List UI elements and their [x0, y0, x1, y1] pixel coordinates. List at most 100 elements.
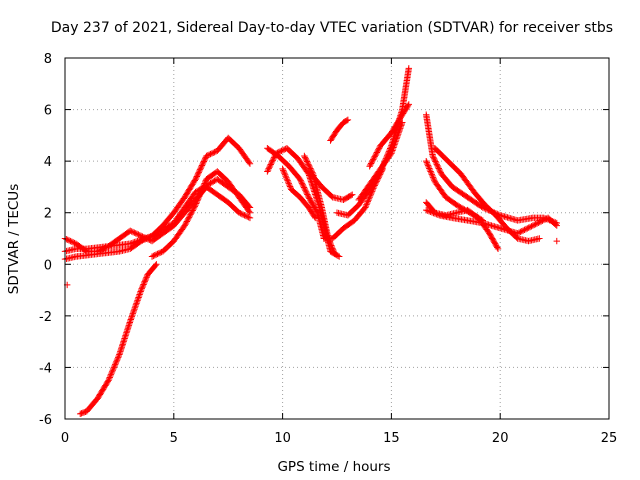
data-point — [203, 182, 210, 189]
data-point — [201, 183, 209, 190]
data-point — [105, 377, 112, 384]
data-point — [434, 163, 442, 171]
data-point — [539, 217, 546, 224]
data-point — [69, 239, 77, 246]
data-point — [435, 165, 442, 172]
data-point — [107, 372, 114, 380]
data-point — [405, 101, 413, 108]
data-point — [135, 237, 143, 244]
x-tick-label: 20 — [492, 431, 509, 446]
series-track-s — [431, 145, 543, 245]
series-track-i — [301, 152, 339, 258]
data-point — [391, 139, 399, 147]
data-point — [522, 225, 530, 233]
data-point — [298, 180, 306, 187]
data-point — [394, 132, 401, 139]
data-point — [129, 239, 137, 246]
data-point — [136, 289, 144, 297]
data-point — [344, 116, 352, 124]
data-point — [199, 160, 206, 168]
data-point — [143, 274, 150, 281]
data-point — [432, 159, 440, 167]
data-point — [393, 135, 400, 142]
series-track-b — [61, 183, 254, 255]
data-point — [113, 357, 121, 364]
data-point — [279, 165, 286, 173]
data-point — [394, 131, 402, 138]
data-point — [274, 149, 281, 156]
data-point — [366, 163, 373, 170]
data-point — [135, 231, 142, 238]
data-point — [434, 162, 441, 169]
data-point — [424, 207, 431, 214]
data-point — [266, 164, 273, 171]
series-track-h — [279, 165, 319, 222]
data-point — [528, 223, 535, 230]
data-point — [204, 181, 211, 189]
series-track-k — [327, 116, 352, 144]
series-track-c — [77, 261, 160, 418]
data-point — [68, 238, 75, 245]
data-point — [246, 160, 254, 167]
x-tick-label: 25 — [601, 431, 618, 446]
y-tick-label: 2 — [44, 207, 52, 222]
data-point — [264, 166, 272, 174]
data-point — [517, 228, 524, 236]
data-point — [207, 150, 214, 158]
series-track-e — [61, 175, 254, 255]
data-point — [198, 163, 205, 171]
data-point — [111, 362, 118, 370]
data-point — [365, 195, 373, 202]
data-point — [203, 152, 210, 160]
data-point — [436, 166, 443, 174]
data-point — [193, 198, 200, 206]
data-point — [110, 365, 117, 373]
series-track-t — [423, 157, 486, 224]
data-point — [159, 226, 167, 233]
data-point — [304, 192, 312, 200]
data-point — [424, 160, 431, 168]
data-point — [433, 210, 440, 218]
data-point — [304, 191, 311, 198]
data-point — [181, 222, 188, 229]
data-point — [205, 151, 213, 158]
data-point — [431, 177, 438, 184]
data-point — [187, 211, 194, 218]
data-point — [553, 237, 560, 245]
data-point — [127, 317, 134, 325]
chart-title: Day 237 of 2021, Sidereal Day-to-day VTE… — [51, 20, 613, 36]
data-point — [362, 204, 369, 211]
data-point — [245, 159, 253, 166]
data-point — [107, 371, 115, 378]
data-point — [157, 227, 164, 235]
data-point — [278, 147, 285, 155]
data-point — [151, 252, 158, 259]
data-point — [110, 364, 118, 371]
data-point — [363, 201, 370, 208]
data-point — [423, 157, 430, 165]
data-point — [193, 173, 201, 180]
data-point — [184, 216, 191, 224]
data-point — [131, 304, 139, 311]
data-point — [265, 165, 272, 172]
data-point — [529, 222, 537, 229]
data-point — [196, 167, 203, 175]
data-point — [303, 158, 311, 165]
data-point — [183, 218, 191, 225]
data-point — [142, 277, 149, 284]
data-point — [186, 212, 193, 220]
data-point — [367, 161, 374, 169]
data-point — [106, 374, 113, 381]
data-point — [139, 282, 147, 290]
y-tick-label: -4 — [39, 361, 52, 376]
data-point — [434, 211, 442, 218]
data-point — [283, 174, 290, 181]
data-point — [143, 234, 150, 242]
data-point — [165, 223, 172, 230]
data-point — [245, 203, 253, 210]
data-point — [114, 355, 121, 363]
data-point — [524, 225, 531, 232]
data-point — [430, 175, 437, 183]
data-point — [347, 192, 355, 199]
data-point — [150, 231, 157, 239]
